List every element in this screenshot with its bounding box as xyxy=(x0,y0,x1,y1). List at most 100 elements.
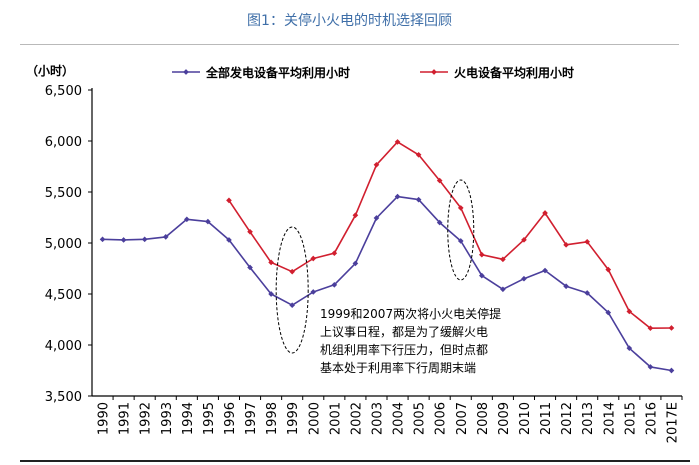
series-1-point xyxy=(563,283,569,290)
x-tick-label: 1991 xyxy=(118,402,133,435)
series-1-point xyxy=(226,237,232,243)
x-tick-label: 2017E xyxy=(665,402,680,443)
series-2-point xyxy=(584,238,591,245)
x-tick-label: 1992 xyxy=(139,402,154,435)
series-2-point xyxy=(352,212,359,219)
x-tick-label: 2010 xyxy=(518,402,533,435)
y-axis-label: （小时） xyxy=(26,63,74,78)
x-tick-label: 1998 xyxy=(265,402,280,435)
series-1-point xyxy=(183,216,190,223)
series-2-point xyxy=(500,256,506,263)
series-1-point xyxy=(373,215,380,221)
series-1-point xyxy=(247,264,253,271)
series-2-point xyxy=(457,205,464,211)
series-2-point xyxy=(436,177,443,184)
series-2-point xyxy=(415,151,422,158)
series-1-point xyxy=(394,193,401,200)
series-2-point xyxy=(521,237,527,243)
x-tick-label: 2014 xyxy=(602,402,617,435)
legend-label-1: 全部发电设备平均利用小时 xyxy=(205,65,350,80)
x-tick-label: 2007 xyxy=(455,402,470,435)
series-2-point xyxy=(373,161,380,168)
series-1-point xyxy=(647,364,654,370)
x-tick-label: 2015 xyxy=(623,402,638,435)
series-1-point xyxy=(331,281,338,288)
x-tick-label: 2013 xyxy=(581,402,596,435)
series-1-point xyxy=(120,237,127,243)
series-2-point xyxy=(647,325,654,331)
legend-marker-1 xyxy=(183,69,189,75)
series-1-point xyxy=(584,290,591,296)
legend-marker-2 xyxy=(431,69,437,75)
y-tick-label: 5,500 xyxy=(45,186,82,201)
x-tick-label: 1996 xyxy=(223,402,238,435)
series-2-point xyxy=(394,139,401,145)
series-1-point xyxy=(605,309,612,316)
x-tick-label: 2001 xyxy=(328,402,343,435)
series-1-point xyxy=(415,196,422,203)
x-tick-label: 2012 xyxy=(560,402,575,435)
series-2-point xyxy=(247,228,253,235)
x-tick-label: 1997 xyxy=(244,402,259,435)
y-tick-label: 6,000 xyxy=(45,135,82,150)
y-tick-label: 4,000 xyxy=(45,339,82,354)
series-2-point xyxy=(226,197,232,204)
series-1-point xyxy=(205,218,211,225)
x-tick-label: 2002 xyxy=(349,402,364,435)
series-1-point xyxy=(542,267,548,274)
annotation-text-line: 基本处于利用率下行周期末端 xyxy=(320,360,476,375)
series-2-point xyxy=(289,268,296,275)
x-tick-label: 1990 xyxy=(97,402,112,435)
x-tick-label: 1993 xyxy=(160,402,175,435)
series-1-point xyxy=(478,272,485,279)
figure-caption: 图1：关停小火电的时机选择回顾 xyxy=(247,13,452,29)
series-1-point xyxy=(668,367,675,374)
x-tick-label: 1995 xyxy=(202,402,217,435)
x-tick-label: 2004 xyxy=(392,402,407,435)
series-line-1 xyxy=(102,195,672,372)
legend-label-2: 火电设备平均利用小时 xyxy=(454,65,574,80)
y-tick-label: 3,500 xyxy=(45,390,82,405)
y-tick-label: 6,500 xyxy=(45,84,82,99)
series-2-point xyxy=(668,325,675,331)
x-tick-label: 2006 xyxy=(434,402,449,435)
series-1-point xyxy=(162,234,169,240)
series-1-point xyxy=(310,289,317,295)
series-1-point xyxy=(99,236,106,243)
series-1-point xyxy=(500,286,506,293)
chart-legend: 全部发电设备平均利用小时 火电设备平均利用小时 xyxy=(172,65,574,80)
series-line-2 xyxy=(228,141,672,329)
series-1-point xyxy=(141,236,148,243)
series-1-point xyxy=(521,275,527,282)
highlight-ellipse-2007 xyxy=(447,179,475,281)
x-tick-label: 2011 xyxy=(539,402,554,435)
x-tick-label: 1994 xyxy=(181,402,196,435)
series-1-point xyxy=(457,238,464,244)
y-axis-ticks: 3,500 4,000 4,500 5,000 5,500 6,000 6,500 xyxy=(45,84,92,405)
annotation-text-line: 机组利用率下行压力，但时点都 xyxy=(320,342,488,357)
chart-annotation: 1999和2007两次将小火电关停提上议事日程，都是为了缓解火电机组利用率下行压… xyxy=(275,179,501,375)
x-tick-label: 2009 xyxy=(497,402,512,435)
series-1-point xyxy=(289,302,296,309)
x-tick-label: 2000 xyxy=(307,402,322,435)
annotation-text-line: 上议事日程，都是为了缓解火电 xyxy=(320,324,488,339)
series-1-point xyxy=(436,219,443,226)
annotation-text-line: 1999和2007两次将小火电关停提 xyxy=(320,306,501,321)
series-2-point xyxy=(268,259,274,266)
series-1-point xyxy=(352,260,359,267)
x-axis-ticks: 1990 1991 1992 1993 1994 1995 1996 1997 1998 1999… xyxy=(97,396,683,443)
series-2-point xyxy=(478,251,485,258)
x-tick-label: 2016 xyxy=(644,402,659,435)
series-2-point xyxy=(563,242,569,248)
highlight-ellipse-1999 xyxy=(275,226,309,354)
series-2-point xyxy=(542,210,548,216)
y-tick-label: 5,000 xyxy=(45,237,82,252)
series-1-point xyxy=(626,345,633,351)
series-1-point xyxy=(268,291,274,297)
series-2-point xyxy=(331,250,338,257)
series-group xyxy=(99,139,675,374)
y-tick-label: 4,500 xyxy=(45,288,82,303)
caption-divider xyxy=(20,44,679,45)
series-2-point xyxy=(605,266,612,273)
